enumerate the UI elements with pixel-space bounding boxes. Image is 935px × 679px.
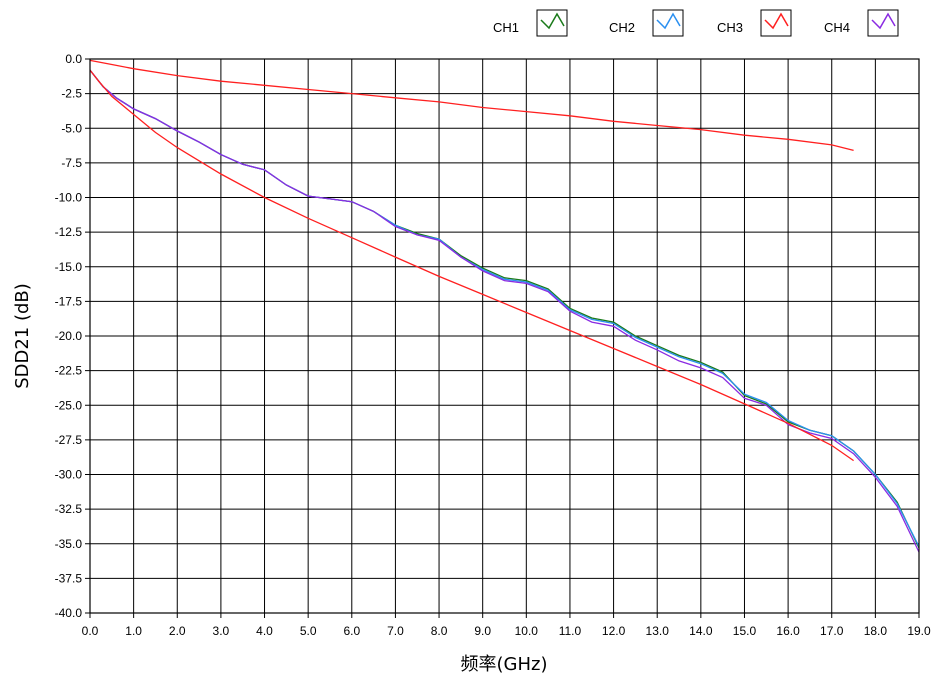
legend-swatch-ch3	[764, 12, 789, 30]
y-tick-label: -27.5	[55, 433, 83, 447]
x-tick-label: 6.0	[343, 624, 360, 638]
legend-swatch-ch4	[871, 12, 896, 30]
x-tick-label: 15.0	[733, 624, 757, 638]
x-tick-label: 17.0	[820, 624, 844, 638]
y-tick-label: -22.5	[55, 364, 83, 378]
series-line-unlabeled	[89, 69, 854, 462]
legend: CH1 CH2 CH3 CH4	[493, 9, 899, 37]
x-tick-label: 11.0	[559, 624, 582, 638]
x-tick-label: 19.0	[907, 624, 931, 638]
y-tick-label: -7.5	[61, 156, 82, 170]
y-tick-label: -2.5	[61, 87, 82, 101]
x-tick-label: 14.0	[689, 624, 713, 638]
y-tick-label: -40.0	[55, 606, 83, 620]
x-tick-label: 1.0	[125, 624, 142, 638]
y-axis-title: SDD21 (dB)	[12, 283, 33, 389]
legend-label-ch4: CH4	[824, 20, 850, 35]
legend-label-ch2: CH2	[609, 20, 635, 35]
x-tick-label: 0.0	[82, 624, 99, 638]
y-tick-label: -10.0	[55, 191, 83, 205]
legend-label-ch1: CH1	[493, 20, 519, 35]
legend-swatch-ch2	[656, 12, 681, 30]
x-tick-label: 9.0	[474, 624, 491, 638]
y-tick-label: -37.5	[55, 571, 83, 585]
x-tick-label: 5.0	[300, 624, 317, 638]
y-axis-ticks: 0.0 -2.5 -5.0 -7.5 -10.0 -12.5 -15.0 -17.5 -20.0…	[55, 52, 90, 620]
x-axis-ticks: 0.0 1.0 2.0 3.0 4.0 5.0 6.0 7.0 8.0 9.0 10.0 11.0 12…	[82, 613, 931, 638]
x-tick-label: 16.0	[776, 624, 800, 638]
y-tick-label: -5.0	[61, 121, 82, 135]
y-tick-label: -20.0	[55, 329, 83, 343]
x-tick-label: 12.0	[602, 624, 626, 638]
x-tick-label: 8.0	[431, 624, 448, 638]
series-line-ch4	[89, 69, 920, 553]
x-tick-label: 2.0	[169, 624, 186, 638]
legend-swatch-ch1	[540, 12, 565, 30]
y-tick-label: -17.5	[55, 294, 83, 308]
y-tick-label: -32.5	[55, 502, 83, 516]
x-tick-label: 4.0	[256, 624, 273, 638]
y-tick-label: -35.0	[55, 537, 83, 551]
x-tick-label: 7.0	[387, 624, 404, 638]
y-tick-label: -15.0	[55, 260, 83, 274]
x-axis-title: 频率(GHz)	[461, 654, 548, 675]
x-tick-label: 13.0	[646, 624, 670, 638]
y-tick-label: -30.0	[55, 468, 83, 482]
series-line-ch3	[89, 59, 854, 152]
series-group	[89, 59, 920, 553]
x-tick-label: 3.0	[213, 624, 230, 638]
legend-label-ch3: CH3	[717, 20, 743, 35]
x-tick-label: 10.0	[515, 624, 539, 638]
x-tick-label: 18.0	[864, 624, 888, 638]
y-tick-label: 0.0	[65, 52, 82, 66]
y-tick-label: -12.5	[55, 225, 83, 239]
y-tick-label: -25.0	[55, 398, 83, 412]
